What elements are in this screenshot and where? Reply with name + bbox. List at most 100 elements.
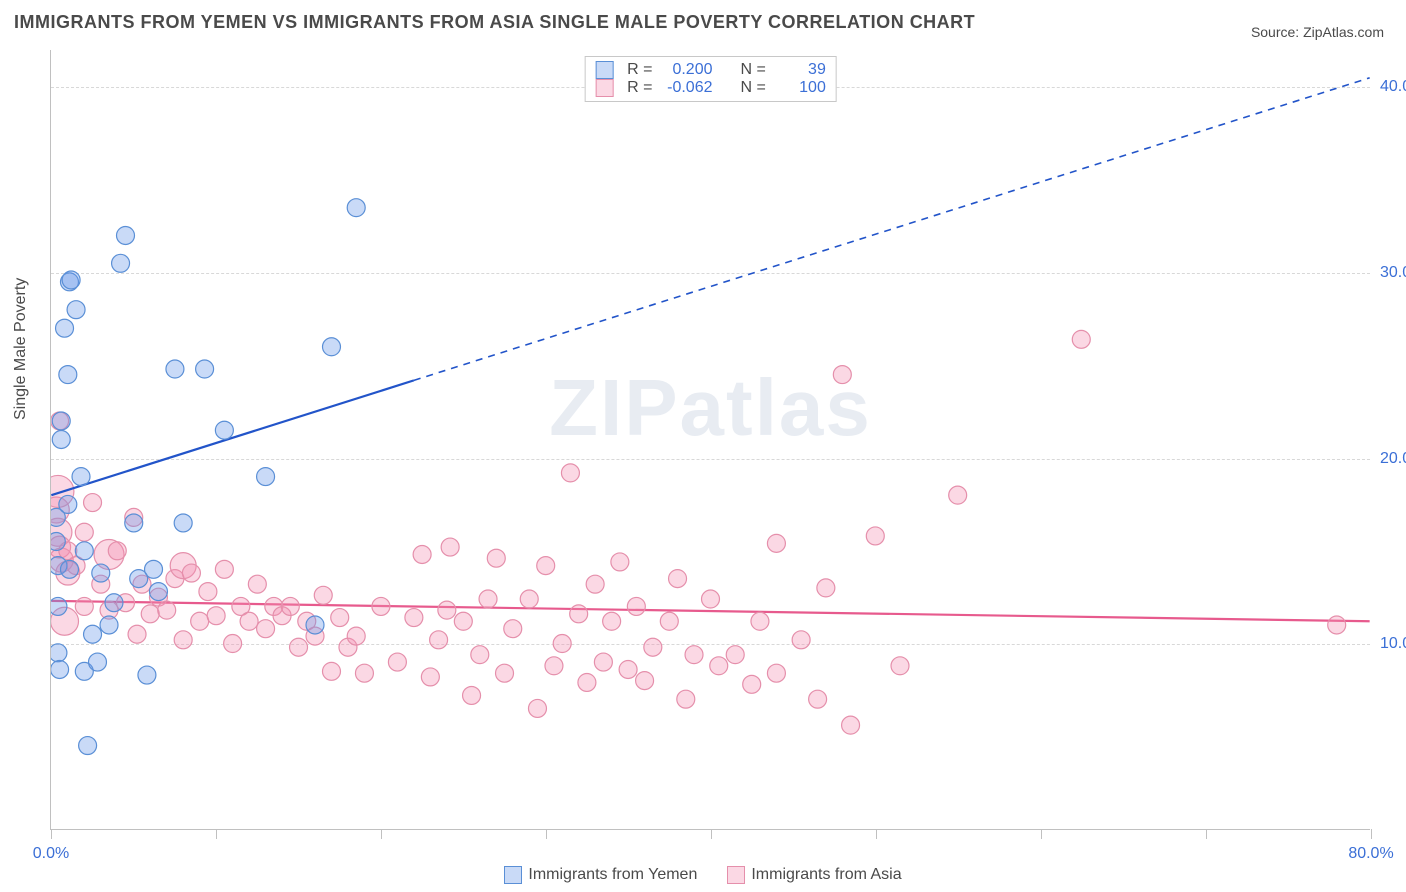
r-label: R =	[627, 61, 652, 79]
data-point	[405, 609, 423, 627]
n-value-yemen: 39	[774, 61, 826, 79]
data-point	[75, 542, 93, 560]
data-point	[644, 638, 662, 656]
data-point	[75, 523, 93, 541]
data-point	[751, 612, 769, 630]
data-point	[578, 673, 596, 691]
data-point	[726, 646, 744, 664]
data-point	[174, 631, 192, 649]
data-point	[51, 661, 69, 679]
data-point	[117, 226, 135, 244]
data-point	[1072, 330, 1090, 348]
data-point	[199, 583, 217, 601]
data-point	[215, 560, 233, 578]
data-point	[702, 590, 720, 608]
x-tick	[216, 829, 217, 839]
y-axis-label: Single Male Poverty	[12, 278, 30, 420]
data-point	[196, 360, 214, 378]
data-point	[372, 597, 390, 615]
legend-item-yemen: Immigrants from Yemen	[504, 866, 697, 884]
x-tick	[1041, 829, 1042, 839]
swatch-asia	[595, 79, 613, 97]
data-point	[561, 464, 579, 482]
data-point	[949, 486, 967, 504]
data-point	[52, 431, 70, 449]
n-label: N =	[741, 79, 766, 97]
data-point	[570, 605, 588, 623]
r-label: R =	[627, 79, 652, 97]
x-tick	[381, 829, 382, 839]
data-point	[79, 737, 97, 755]
data-point	[685, 646, 703, 664]
bottom-legend: Immigrants from Yemen Immigrants from As…	[0, 866, 1406, 884]
data-point	[660, 612, 678, 630]
data-point	[112, 254, 130, 272]
data-point	[767, 534, 785, 552]
data-point	[145, 560, 163, 578]
data-point	[471, 646, 489, 664]
data-point	[51, 597, 67, 615]
x-tick-label: 0.0%	[33, 845, 69, 863]
data-point	[84, 625, 102, 643]
data-point	[290, 638, 308, 656]
x-tick	[1206, 829, 1207, 839]
chart-title: IMMIGRANTS FROM YEMEN VS IMMIGRANTS FROM…	[14, 12, 975, 33]
data-point	[520, 590, 538, 608]
trendline-dashed	[414, 78, 1370, 381]
data-point	[842, 716, 860, 734]
data-point	[138, 666, 156, 684]
data-point	[586, 575, 604, 593]
x-tick	[51, 829, 52, 839]
data-point	[331, 609, 349, 627]
legend-item-asia: Immigrants from Asia	[727, 866, 901, 884]
plot-area: ZIPatlas R = 0.200 N = 39 R = -0.062 N =…	[50, 50, 1370, 830]
data-point	[454, 612, 472, 630]
legend-label-asia: Immigrants from Asia	[751, 866, 901, 883]
data-point	[141, 605, 159, 623]
data-point	[438, 601, 456, 619]
data-point	[669, 570, 687, 588]
data-point	[891, 657, 909, 675]
swatch-asia	[727, 866, 745, 884]
data-point	[430, 631, 448, 649]
trendline	[51, 380, 414, 495]
data-point	[809, 690, 827, 708]
data-point	[60, 560, 78, 578]
data-point	[51, 644, 67, 662]
r-value-yemen: 0.200	[661, 61, 713, 79]
data-point	[166, 360, 184, 378]
data-point	[594, 653, 612, 671]
data-point	[240, 612, 258, 630]
y-tick-label: 10.0%	[1374, 635, 1406, 653]
data-point	[158, 601, 176, 619]
stat-row-yemen: R = 0.200 N = 39	[595, 61, 826, 79]
data-point	[496, 664, 514, 682]
data-point	[355, 664, 373, 682]
data-point	[52, 412, 70, 430]
y-tick-label: 40.0%	[1374, 78, 1406, 96]
data-point	[710, 657, 728, 675]
data-point	[105, 594, 123, 612]
data-point	[504, 620, 522, 638]
data-point	[191, 612, 209, 630]
data-point	[537, 557, 555, 575]
legend-label-yemen: Immigrants from Yemen	[528, 866, 697, 883]
data-point	[92, 564, 110, 582]
data-point	[413, 546, 431, 564]
scatter-svg	[51, 50, 1370, 829]
data-point	[421, 668, 439, 686]
data-point	[603, 612, 621, 630]
data-point	[174, 514, 192, 532]
data-point	[108, 542, 126, 560]
y-tick-label: 20.0%	[1374, 450, 1406, 468]
data-point	[72, 468, 90, 486]
x-tick	[546, 829, 547, 839]
source-credit: Source: ZipAtlas.com	[1251, 24, 1384, 40]
source-name: ZipAtlas.com	[1303, 24, 1384, 40]
data-point	[441, 538, 459, 556]
x-tick-label: 80.0%	[1348, 845, 1393, 863]
stat-legend: R = 0.200 N = 39 R = -0.062 N = 100	[584, 56, 837, 102]
data-point	[347, 627, 365, 645]
data-point	[62, 271, 80, 289]
data-point	[611, 553, 629, 571]
